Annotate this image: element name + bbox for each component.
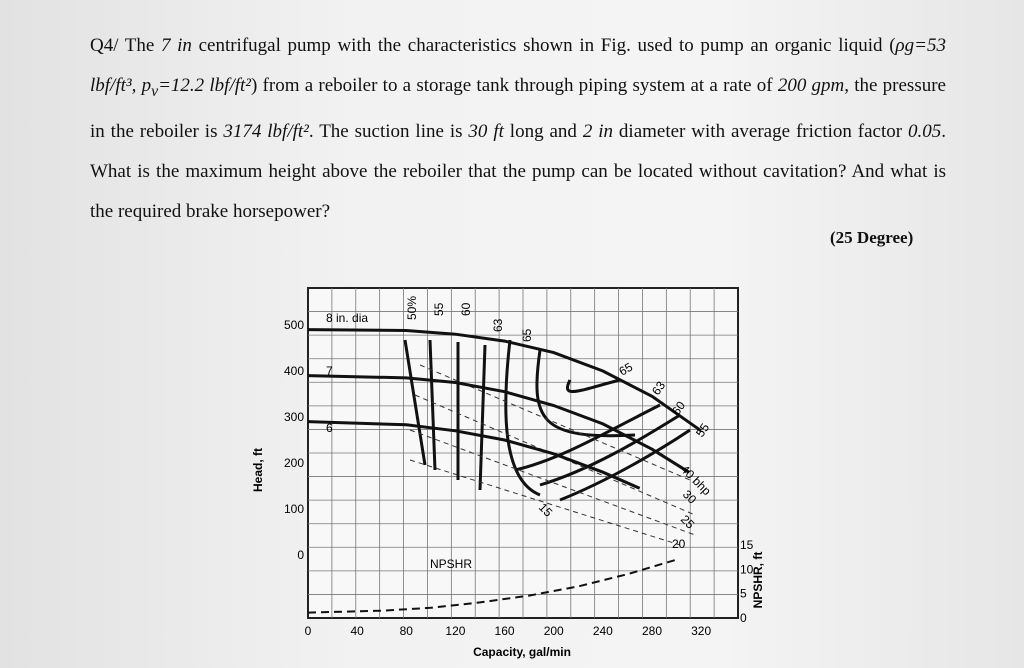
x-tick-label: 80 — [400, 624, 414, 638]
efficiency-line — [559, 428, 691, 502]
y-tick-label: 200 — [284, 456, 304, 470]
bhp-line — [409, 429, 696, 536]
flow-rate-value: 200 gpm — [777, 75, 845, 96]
y2-tick-label: 0 — [740, 611, 747, 625]
efficiency-line — [539, 413, 681, 487]
x-tick-label: 200 — [544, 624, 564, 638]
x-tick-label: 160 — [495, 624, 515, 638]
efficiency-line — [403, 339, 427, 466]
efficiency-label: 65 — [617, 360, 636, 379]
efficiency-line — [478, 344, 487, 491]
npsh-label: NPSHR — [430, 557, 472, 571]
y2-tick-label: 15 — [740, 538, 754, 552]
y-tick-label: 300 — [284, 410, 304, 424]
y2-axis-label: NPSHR, ft — [751, 552, 765, 609]
pump-characteristic-figure: 0 40 80 120 160 200 240 280 32050040030020010001… — [251, 287, 765, 659]
head-curves — [307, 328, 702, 614]
y2-tick-label: 10 — [740, 562, 754, 576]
problem-text: . What is the maximum height above the r… — [90, 120, 946, 222]
problem-text: long and — [503, 120, 583, 142]
efficiency-line — [566, 378, 621, 394]
reboiler-pressure-value: 3174 lbf/ft² — [223, 120, 309, 142]
x-tick-label: 240 — [593, 624, 613, 638]
efficiency-line — [535, 349, 636, 438]
problem-text: The — [118, 35, 161, 56]
efficiency-line — [504, 339, 541, 497]
x-tick-label: 280 — [642, 624, 662, 638]
problem-text: . The suction line is — [308, 120, 469, 142]
problem-text: , the pressure in the reboiler is — [90, 75, 946, 142]
vapor-pressure-value: =12.2 lbf/ft² — [158, 75, 251, 96]
y-tick-label: 500 — [284, 318, 304, 332]
impeller-label: 8 in. dia — [326, 311, 368, 325]
suction-length-value: 30 ft — [468, 120, 504, 142]
suction-diameter-value: 2 in — [582, 120, 614, 142]
x-tick-label: 320 — [691, 624, 711, 638]
y-tick-label: 100 — [284, 502, 304, 516]
question-label: Q4/ — [90, 35, 119, 56]
impeller-label: 7 — [326, 364, 333, 378]
head-curve — [307, 374, 690, 474]
pv-subscript: v — [151, 82, 159, 100]
x-axis-label: Capacity, gal/min — [473, 645, 571, 659]
y2-tick-label: 5 — [740, 587, 747, 601]
efficiency-label: 65 — [520, 328, 534, 342]
bhp-line — [414, 394, 696, 516]
efficiency-label: 63 — [491, 318, 505, 332]
efficiency-label: 50% — [405, 296, 419, 320]
x-tick-label: 40 — [350, 624, 364, 638]
head-curve — [307, 328, 702, 433]
bhp-label: 20 — [672, 537, 686, 551]
x-tick-label: 120 — [445, 624, 465, 638]
efficiency-curves — [403, 339, 696, 546]
friction-factor-value: 0.05 — [908, 120, 942, 142]
problem-text: ) from a reboiler to a storage tank thro… — [251, 75, 778, 96]
density-value: ρg=53 lbf/ft³, pv=12.2 lbf/ft² — [90, 35, 946, 100]
problem-text: centrifugal pump with the characteristic… — [191, 35, 896, 56]
problem-statement: Q4/ The 7 in centrifugal pump with the c… — [90, 26, 946, 232]
axis-ticks: 0 40 80 120 160 200 240 280 32050040030020010001… — [284, 318, 754, 638]
efficiency-line — [428, 339, 437, 471]
impeller-label: 6 — [326, 421, 333, 435]
problem-text: diameter with average friction factor — [613, 120, 908, 142]
pump-size-value: 7 in — [161, 35, 192, 56]
efficiency-line — [514, 403, 661, 472]
credit-label: (25 Degree) — [830, 228, 914, 247]
efficiency-label: 60 — [459, 302, 473, 316]
efficiency-label: 55 — [432, 302, 446, 316]
bhp-line — [409, 459, 681, 546]
y-tick-label: 0 — [297, 548, 304, 562]
x-tick-label: 0 — [305, 624, 312, 638]
y-axis-label: Head, ft — [251, 448, 265, 492]
grid-lines — [308, 288, 738, 618]
head-curve — [307, 420, 641, 490]
npsh-curve — [307, 558, 677, 614]
y-tick-label: 400 — [284, 364, 304, 378]
